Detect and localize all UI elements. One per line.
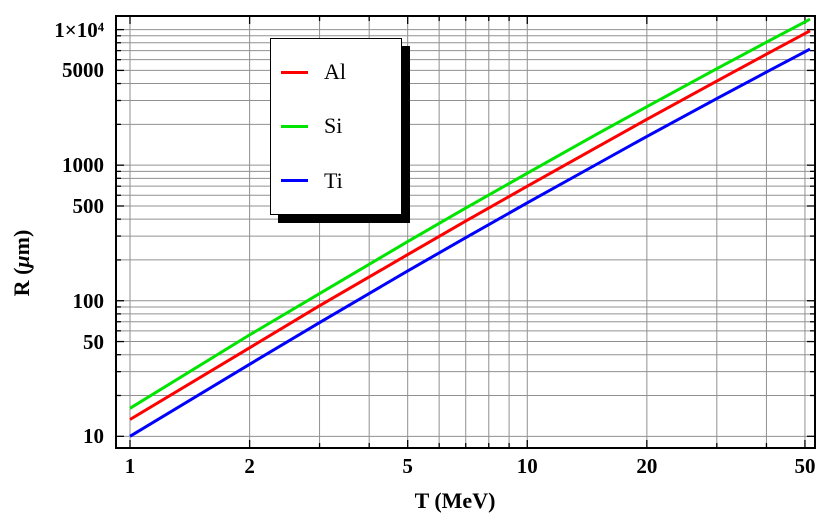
legend-item-al: Al <box>271 61 401 83</box>
x-axis-title: T (MeV) <box>414 488 496 513</box>
y-tick-label: 1×10⁴ <box>54 17 104 42</box>
x-tick-label: 1 <box>124 454 136 478</box>
series-line-si <box>129 17 811 410</box>
x-tick-label: 50 <box>794 454 816 478</box>
y-tick-label: 1000 <box>62 153 104 178</box>
y-tick-label: 500 <box>72 193 105 218</box>
legend: Al Si Ti <box>270 38 402 215</box>
series-line-al <box>129 29 811 421</box>
y-axis-title-post: m) <box>9 229 34 256</box>
y-tick-label: 5000 <box>62 58 104 83</box>
legend-swatch-si <box>281 124 308 128</box>
legend-label: Si <box>324 113 343 139</box>
mu-symbol: μ <box>9 255 34 268</box>
y-tick-label: 100 <box>72 288 105 313</box>
legend-swatch-ti <box>281 179 308 183</box>
legend-swatch-al <box>281 70 308 74</box>
legend-label: Al <box>324 59 346 85</box>
legend-item-ti: Ti <box>271 167 401 193</box>
series-line-ti <box>129 47 811 438</box>
x-tick-label: 10 <box>516 454 538 478</box>
y-tick-label: 50 <box>83 329 104 354</box>
x-tick-label: 5 <box>402 454 413 478</box>
x-tick-label: 20 <box>636 454 658 478</box>
legend-label: Ti <box>324 167 343 193</box>
x-tick-label: 2 <box>244 454 255 478</box>
plot-frame <box>115 15 816 449</box>
y-tick-label: 10 <box>83 424 104 449</box>
legend-item-si: Si <box>271 115 401 137</box>
